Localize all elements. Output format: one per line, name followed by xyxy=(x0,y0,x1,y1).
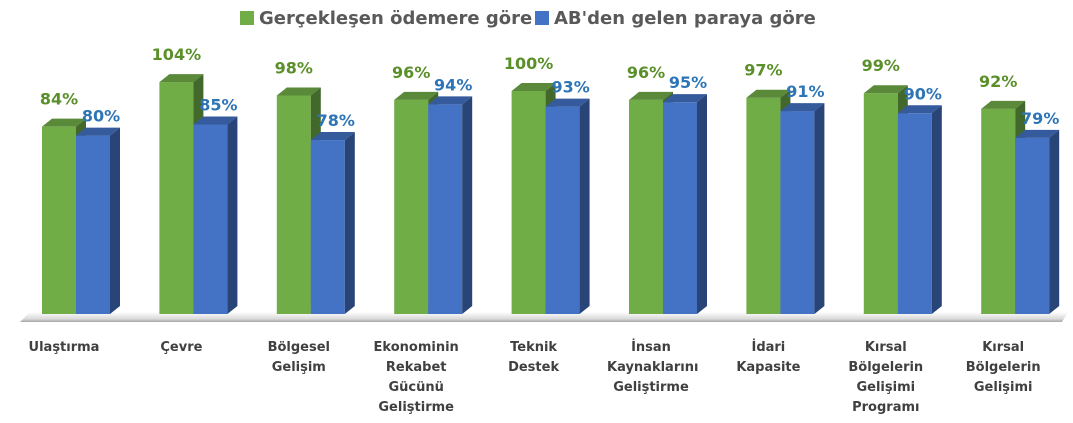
bar-side xyxy=(1049,129,1060,314)
bar-top xyxy=(863,85,908,94)
bar-side xyxy=(697,94,707,315)
bar-side xyxy=(931,105,942,314)
category-label: Ekonominin Rekabet Gücünü Geliştirme xyxy=(373,340,459,415)
value-label: 96% xyxy=(627,63,665,82)
bar-top xyxy=(663,94,707,103)
bar-front xyxy=(897,113,932,314)
value-label: 97% xyxy=(744,61,782,80)
bar-top xyxy=(159,74,204,83)
bar xyxy=(76,127,120,314)
bar xyxy=(663,94,707,315)
bar-side xyxy=(579,98,590,314)
bar-top xyxy=(1015,129,1060,138)
floor xyxy=(20,312,1068,322)
value-label: 84% xyxy=(40,90,78,109)
bar-side xyxy=(110,127,120,314)
legend-swatch xyxy=(240,11,254,25)
bar-top xyxy=(310,132,355,141)
bar xyxy=(780,103,825,314)
bar-top xyxy=(629,91,673,100)
category-label: Çevre xyxy=(160,340,203,355)
bar-front xyxy=(545,106,580,314)
bar-top xyxy=(746,89,791,98)
bar-top xyxy=(981,100,1026,109)
bar-front xyxy=(76,135,110,314)
value-label: 91% xyxy=(786,82,824,101)
value-label: 98% xyxy=(275,58,313,77)
bar-front xyxy=(863,93,898,314)
value-label: 99% xyxy=(862,56,900,75)
bar-side xyxy=(344,132,355,314)
bar-top xyxy=(76,127,120,136)
category-label: Bölgesel Gelişim xyxy=(267,340,331,375)
bar-front xyxy=(981,108,1016,314)
value-label: 80% xyxy=(82,107,120,126)
bar-top xyxy=(394,91,439,100)
bar-front xyxy=(746,97,781,314)
value-label: 92% xyxy=(979,72,1017,91)
value-label: 85% xyxy=(199,95,237,114)
bar-front xyxy=(428,104,463,314)
bar-front xyxy=(193,124,228,314)
legend-label: AB'den gelen paraya göre xyxy=(554,8,816,29)
bar-front xyxy=(394,99,429,314)
category-label: İdari Kapasite xyxy=(736,340,801,375)
bar-top xyxy=(276,87,321,96)
bar-front xyxy=(780,111,815,314)
bar-top xyxy=(545,98,590,107)
value-label: 94% xyxy=(434,75,472,94)
legend-swatch xyxy=(535,11,549,25)
bar-front xyxy=(42,126,76,315)
value-label: 104% xyxy=(152,45,201,64)
bar-front xyxy=(629,99,663,314)
bar-side xyxy=(462,96,473,314)
bar-side xyxy=(814,103,825,314)
value-label: 100% xyxy=(504,54,553,73)
category-label: Kırsal Bölgelerin Gelişimi Programı xyxy=(848,340,924,415)
value-label: 95% xyxy=(669,73,707,92)
bar xyxy=(310,132,355,314)
value-label: 78% xyxy=(317,111,355,130)
value-label: 79% xyxy=(1021,109,1059,128)
value-label: 96% xyxy=(392,63,430,82)
category-label: İnsan Kaynaklarını Geliştirme xyxy=(607,340,699,395)
value-label: 93% xyxy=(551,78,589,97)
bar-top xyxy=(428,96,473,105)
bar-top xyxy=(511,83,556,91)
bar-side xyxy=(227,116,238,314)
bar xyxy=(1015,129,1060,314)
category-label: Kırsal Bölgelerin Gelişimi xyxy=(965,340,1041,395)
bar-top xyxy=(42,118,86,127)
value-label: 90% xyxy=(904,84,942,103)
category-label: Ulaştırma xyxy=(28,340,100,355)
bar-front xyxy=(276,95,311,315)
bar-top xyxy=(897,105,942,114)
bar xyxy=(897,105,942,314)
bar-front xyxy=(310,140,345,314)
bar-front xyxy=(159,82,194,314)
category-label: Teknik Destek xyxy=(508,340,560,375)
bar xyxy=(193,116,238,314)
bar-top xyxy=(780,103,825,112)
legend-label: Gerçekleşen ödemere göre xyxy=(259,8,532,29)
bar-front xyxy=(1015,137,1050,314)
bar-front xyxy=(511,91,546,314)
bar xyxy=(545,98,590,314)
bar-top xyxy=(193,116,238,125)
bar xyxy=(428,96,473,314)
bar-front xyxy=(663,102,697,315)
